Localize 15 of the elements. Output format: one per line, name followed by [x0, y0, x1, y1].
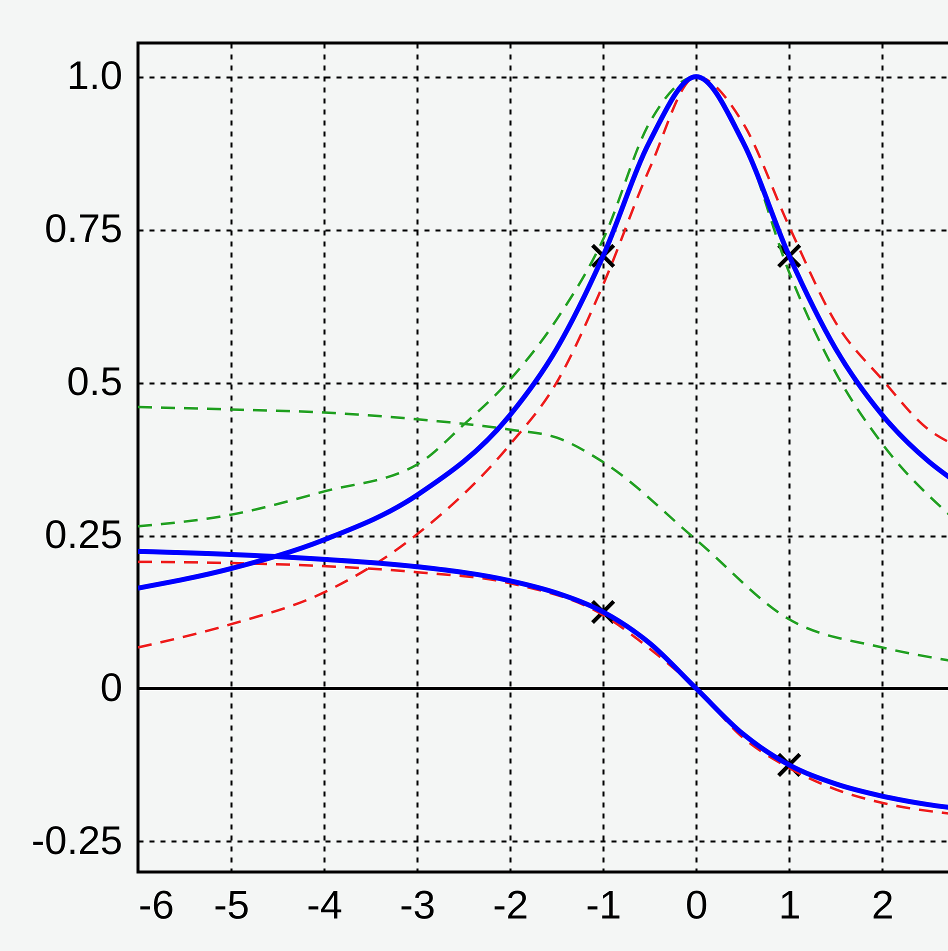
y-tick-label: 0.5	[66, 360, 122, 404]
x-tick-label: -6	[138, 884, 174, 928]
x-tick-label: -2	[492, 884, 528, 928]
y-tick-label: 1.0	[66, 54, 122, 98]
y-tick-label: 0.75	[44, 207, 122, 252]
x-tick-label: 2	[872, 884, 894, 928]
y-tick-label: 0.25	[44, 513, 122, 558]
x-tick-label: -5	[214, 884, 250, 928]
y-tick-label: -0.25	[31, 818, 122, 863]
x-tick-label: -4	[306, 884, 342, 928]
x-tick-label: 1	[778, 884, 801, 928]
x-tick-label: -1	[586, 884, 622, 928]
x-tick-label: 0	[686, 884, 708, 928]
y-tick-label: 0	[100, 666, 122, 710]
x-tick-label: -3	[400, 884, 436, 928]
